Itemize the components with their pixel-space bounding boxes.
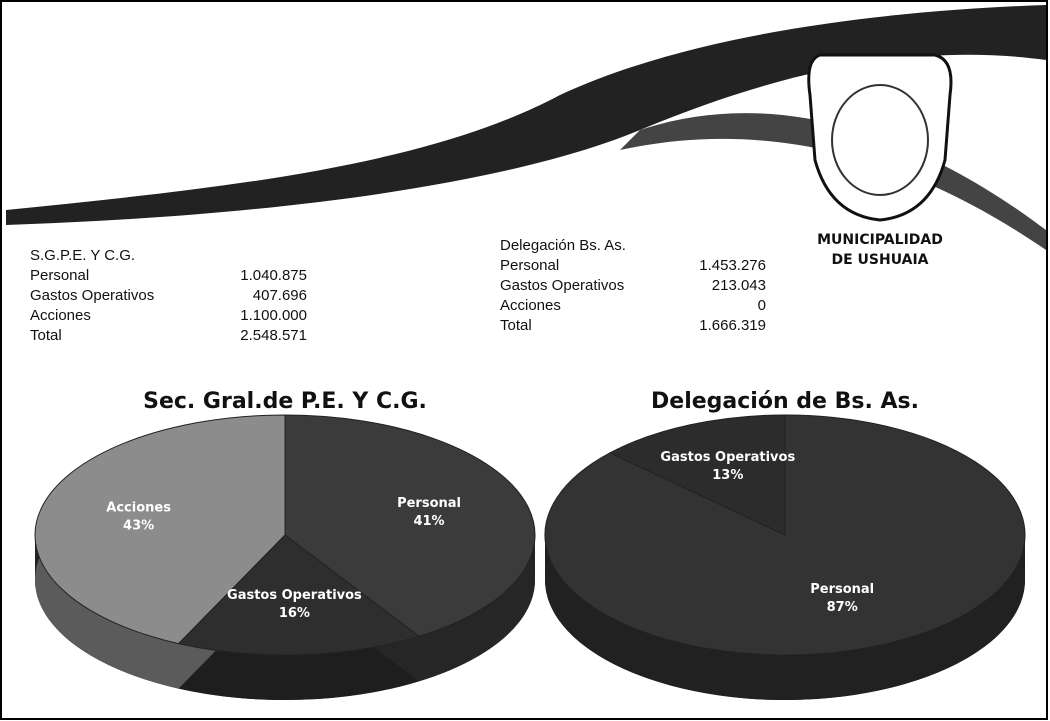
- slice-value: 87%: [827, 600, 858, 615]
- row-label: Gastos Operativos: [500, 277, 624, 294]
- row-label: Total: [500, 317, 532, 334]
- row-value: 1.040.875: [240, 267, 307, 284]
- row-value: 0: [758, 297, 766, 314]
- slice-value: 43%: [123, 518, 154, 533]
- row-value: 407.696: [253, 287, 307, 304]
- row-label: Acciones: [30, 307, 91, 324]
- slice-value: 16%: [279, 606, 310, 621]
- table-title: S.G.P.E. Y C.G.: [30, 247, 135, 264]
- slice-label: Gastos Operativos: [227, 588, 362, 603]
- chart-title: Delegación de Bs. As.: [651, 389, 919, 414]
- page: MUNICIPALIDAD DE USHUAIA S.G.P.E. Y C.G.…: [0, 0, 1050, 721]
- row-label: Gastos Operativos: [30, 287, 154, 304]
- row-value: 213.043: [712, 277, 766, 294]
- slice-value: 41%: [413, 514, 444, 529]
- slice-label: Acciones: [106, 500, 171, 515]
- chart-title: Sec. Gral.de P.E. Y C.G.: [143, 389, 427, 414]
- row-value: 2.548.571: [240, 327, 307, 344]
- row-value: 1.100.000: [240, 307, 307, 324]
- table-title: Delegación Bs. As.: [500, 237, 626, 254]
- slice-label: Personal: [810, 582, 874, 597]
- row-label: Personal: [30, 267, 89, 284]
- slice-label: Personal: [397, 496, 461, 511]
- row-value: 1.453.276: [699, 257, 766, 274]
- slice-value: 13%: [712, 468, 743, 483]
- row-label: Acciones: [500, 297, 561, 314]
- row-label: Personal: [500, 257, 559, 274]
- logo-text: MUNICIPALIDAD: [817, 232, 943, 248]
- row-value: 1.666.319: [699, 317, 766, 334]
- slice-label: Gastos Operativos: [660, 450, 795, 465]
- logo-text: DE USHUAIA: [831, 252, 928, 268]
- row-label: Total: [30, 327, 62, 344]
